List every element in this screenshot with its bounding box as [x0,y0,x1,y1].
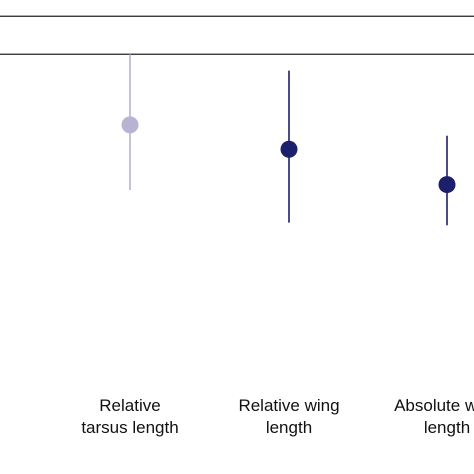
estimate-point-2 [280,140,298,158]
estimate-points [121,116,456,194]
x-tick-label-3: Relative wing length [238,396,339,437]
reference-lines [0,15,474,55]
x-tick-label-2: Relative tarsus length [81,396,178,437]
estimate-point-3 [438,176,456,194]
error-bars [129,54,448,226]
estimate-point-1 [121,116,139,134]
